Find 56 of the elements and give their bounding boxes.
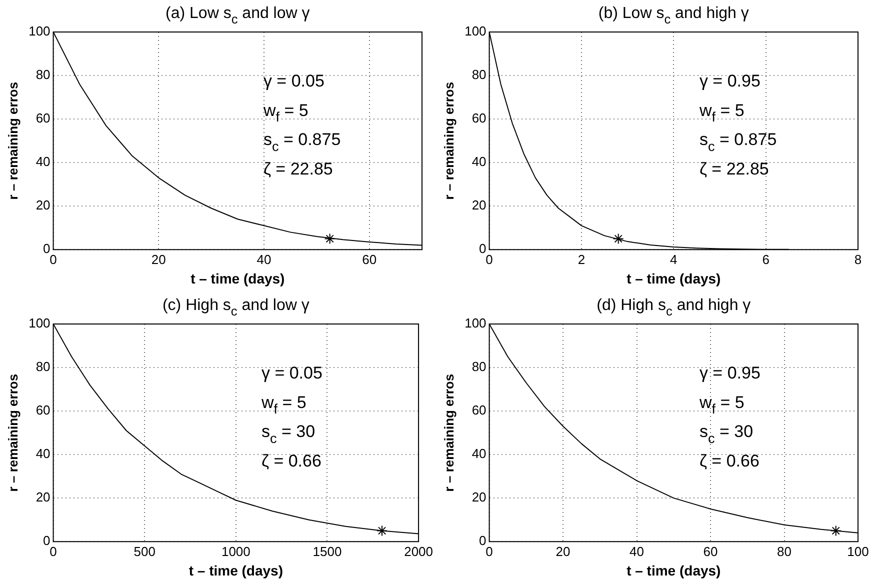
x-tick-label: 8 [854,252,862,267]
y-tick-label: 80 [472,67,486,82]
y-tick-label: 0 [43,241,50,256]
x-tick-label: 20 [556,544,570,559]
y-tick-label: 20 [36,198,50,213]
y-tick-label: 0 [43,533,50,548]
y-tick-label: 100 [464,24,486,39]
x-tick-label: 60 [703,544,718,559]
y-tick-label: 100 [28,316,50,331]
annotation: γ = 0.95 [699,363,760,382]
x-tick-label: 80 [777,544,792,559]
x-tick-label: 2 [578,252,586,267]
x-axis-title: t – time (days) [190,270,285,286]
y-tick-label: 100 [28,24,50,39]
x-tick-label: 4 [670,252,678,267]
y-tick-label: 20 [36,490,50,505]
x-axis-title: t – time (days) [626,562,721,578]
x-axis-title: t – time (days) [188,562,283,578]
annotation: ζ = 22.85 [263,160,333,179]
x-tick-label: 40 [256,252,272,267]
annotation: ζ = 22.85 [699,160,769,179]
y-tick-label: 40 [36,446,50,462]
annotation: ζ = 0.66 [261,452,322,471]
y-axis-title: r – remaining erros [5,82,20,200]
x-tick-label: 20 [151,252,166,267]
y-tick-label: 80 [36,359,50,374]
annotation: γ = 0.05 [263,71,324,90]
x-tick-label: 100 [847,544,869,559]
y-tick-label: 60 [36,110,50,126]
y-axis-title: r – remaining erros [5,374,20,492]
y-tick-label: 100 [464,316,486,331]
y-tick-label: 0 [479,241,486,256]
y-tick-label: 80 [36,67,50,82]
x-tick-label: 60 [362,252,377,267]
y-tick-label: 40 [472,446,486,462]
y-axis-title: r – remaining erros [441,374,456,492]
y-tick-label: 60 [36,402,50,418]
annotation: ζ = 0.66 [699,452,760,471]
x-tick-label: 40 [630,544,644,559]
x-tick-label: 2000 [404,544,433,559]
y-tick-label: 40 [472,154,486,170]
annotation: γ = 0.05 [261,363,322,382]
x-tick-label: 6 [762,252,770,267]
y-tick-label: 40 [36,154,50,170]
y-tick-label: 60 [472,402,486,418]
y-axis-title: r – remaining erros [441,82,456,200]
y-tick-label: 80 [472,359,486,374]
y-tick-label: 20 [472,198,486,213]
y-tick-label: 60 [472,110,486,126]
x-tick-label: 500 [134,544,156,559]
x-tick-label: 1500 [312,544,342,559]
annotation: γ = 0.95 [699,71,760,90]
x-tick-label: 1000 [221,544,250,559]
y-tick-label: 20 [472,490,486,505]
y-tick-label: 0 [479,533,486,548]
x-axis-title: t – time (days) [626,270,721,286]
